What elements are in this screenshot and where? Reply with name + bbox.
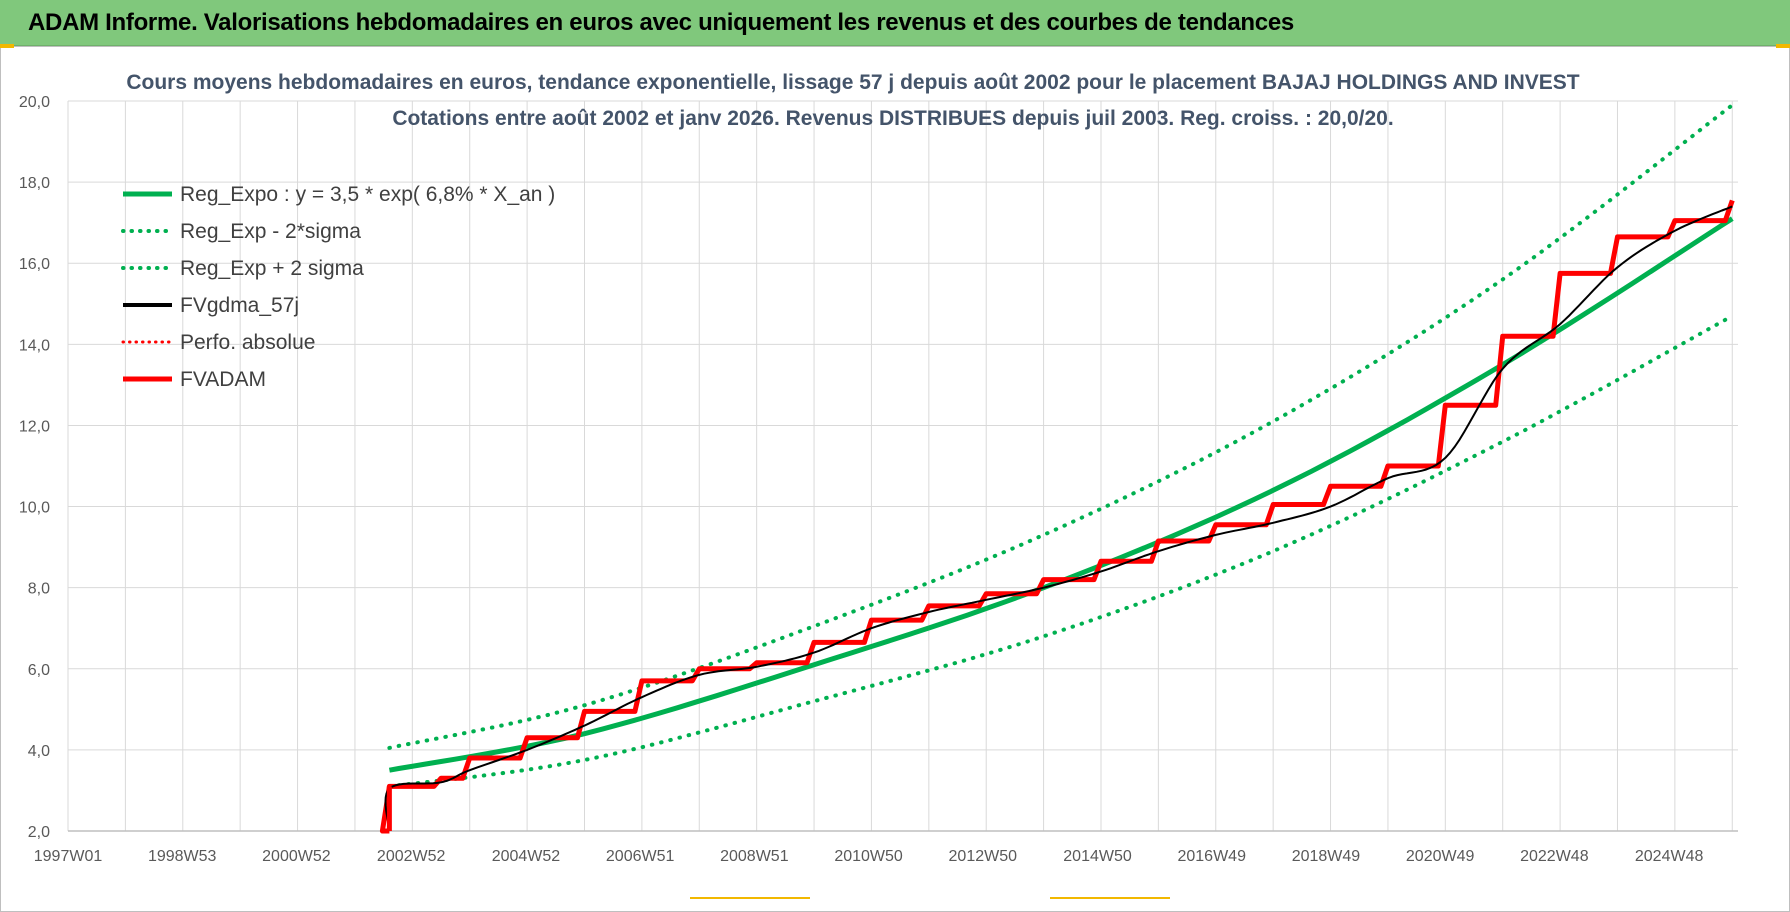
x-tick-label: 2014W50 bbox=[1063, 848, 1132, 865]
legend-label: Reg_Exp - 2*sigma bbox=[180, 220, 361, 243]
legend: Reg_Expo : y = 3,5 * exp( 6,8% * X_an ) R… bbox=[121, 183, 555, 391]
corner-mark-bottom-a bbox=[690, 897, 810, 899]
chart-title: Cours moyens hebdomadaires en euros, ten… bbox=[126, 71, 1579, 94]
x-tick-label: 2002W52 bbox=[377, 848, 446, 865]
legend-label: Reg_Expo : y = 3,5 * exp( 6,8% * X_an ) bbox=[180, 183, 555, 206]
y-tick-label: 20,0 bbox=[19, 94, 50, 111]
x-tick-label: 2004W52 bbox=[492, 848, 561, 865]
grid-lines bbox=[67, 100, 1738, 832]
x-tick-label: 1998W53 bbox=[148, 848, 217, 865]
banner-title: ADAM Informe. Valorisations hebdomadaire… bbox=[28, 9, 1294, 36]
line-chart: 2,0 4,0 6,0 8,0 10,0 12,0 14,0 16,0 18,0 20,0 1997… bbox=[19, 71, 1738, 865]
x-tick-label: 2000W52 bbox=[262, 848, 331, 865]
y-tick-label: 8,0 bbox=[28, 581, 50, 598]
y-tick-label: 12,0 bbox=[19, 418, 50, 435]
legend-label: Reg_Exp + 2 sigma bbox=[180, 257, 364, 280]
corner-mark-bottom-b bbox=[1050, 897, 1170, 899]
series-line-reg-exp-minus bbox=[387, 313, 1735, 789]
corner-mark-right bbox=[1776, 44, 1790, 48]
legend-label: FVgdma_57j bbox=[180, 294, 299, 317]
series-lines bbox=[379, 103, 1735, 834]
x-tick-label: 1997W01 bbox=[34, 848, 103, 865]
legend-label: Perfo. absolue bbox=[180, 331, 315, 354]
y-tick-label: 10,0 bbox=[19, 500, 50, 517]
x-tick-label: 2010W50 bbox=[834, 848, 903, 865]
y-tick-label: 6,0 bbox=[28, 662, 50, 679]
x-tick-label: 2020W49 bbox=[1406, 848, 1475, 865]
series-line-reg-exp-plus bbox=[387, 103, 1735, 750]
series-line-reg-expo bbox=[388, 216, 1734, 773]
header-banner: ADAM Informe. Valorisations hebdomadaire… bbox=[0, 0, 1790, 46]
x-tick-label: 2022W48 bbox=[1520, 848, 1589, 865]
series-line-fvgdma bbox=[384, 205, 1733, 832]
x-tick-label: 2012W50 bbox=[949, 848, 1018, 865]
corner-mark-left bbox=[0, 44, 14, 48]
legend-label: FVADAM bbox=[180, 368, 266, 391]
axis-ticks: 2,0 4,0 6,0 8,0 10,0 12,0 14,0 16,0 18,0 20,0 1997… bbox=[19, 94, 1704, 865]
x-tick-label: 2018W49 bbox=[1292, 848, 1361, 865]
y-tick-label: 14,0 bbox=[19, 337, 50, 354]
y-tick-label: 18,0 bbox=[19, 175, 50, 192]
y-tick-label: 4,0 bbox=[28, 743, 50, 760]
x-tick-label: 2016W49 bbox=[1177, 848, 1246, 865]
x-tick-label: 2006W51 bbox=[606, 848, 675, 865]
y-tick-label: 2,0 bbox=[28, 824, 50, 841]
chart-subtitle: Cotations entre août 2002 et janv 2026. … bbox=[392, 107, 1393, 130]
y-tick-label: 16,0 bbox=[19, 256, 50, 273]
series-line-fvadam bbox=[379, 199, 1735, 834]
x-tick-label: 2024W48 bbox=[1635, 848, 1704, 865]
x-tick-label: 2008W51 bbox=[720, 848, 789, 865]
